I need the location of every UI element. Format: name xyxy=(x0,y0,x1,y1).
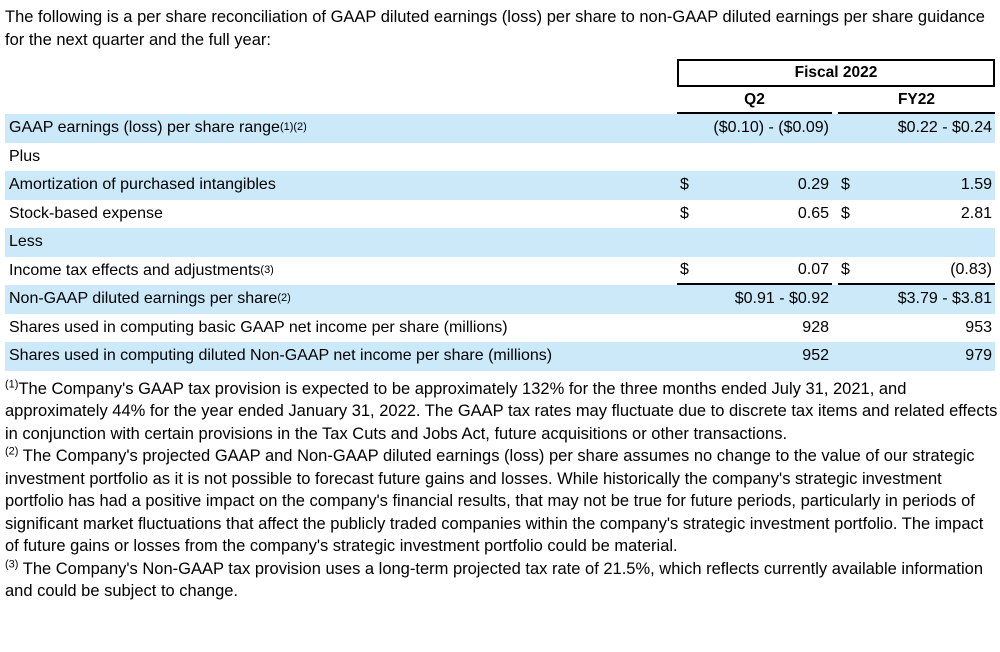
fy22-cell: $1.59 xyxy=(838,171,995,200)
q2-cell: $0.91 - $0.92 xyxy=(677,285,832,314)
footnote-1: (1)The Company's GAAP tax provision is e… xyxy=(5,378,998,446)
fy22-value: 979 xyxy=(965,347,992,365)
row-label-text: Non-GAAP diluted earnings per share xyxy=(9,290,278,308)
row-label-text: GAAP earnings (loss) per share range xyxy=(9,119,280,137)
q2-value: $0.91 - $0.92 xyxy=(734,290,829,308)
row-label: Income tax effects and adjustments (3) xyxy=(9,261,274,279)
fy22-value: $3.79 - $3.81 xyxy=(897,290,992,308)
q2-cell: $0.07 xyxy=(677,257,832,285)
q2-cell xyxy=(677,143,832,172)
reconciliation-table: Fiscal 2022 Q2 FY22 GAAP earnings (loss)… xyxy=(5,59,995,371)
q2-value: ($0.10) - ($0.09) xyxy=(713,119,829,137)
row-label: Stock-based expense xyxy=(5,200,677,229)
currency-symbol: $ xyxy=(841,260,850,278)
footnote-3: (3) The Company's Non-GAAP tax provision… xyxy=(5,558,998,603)
table-row-income-tax-effects: Income tax effects and adjustments (3) $0… xyxy=(5,257,995,285)
row-label: Less xyxy=(5,228,677,257)
document-page: The following is a per share reconciliat… xyxy=(5,8,998,603)
table-row-shares-basic-gaap: Shares used in computing basic GAAP net … xyxy=(5,314,995,343)
fy22-cell: 953 xyxy=(838,314,995,343)
column-header-q2: Q2 xyxy=(677,91,832,114)
row-label: Amortization of purchased intangibles xyxy=(5,171,677,200)
currency-symbol: $ xyxy=(841,176,850,194)
row-label-text: Amortization of purchased intangibles xyxy=(9,176,276,194)
row-label-text: Income tax effects and adjustments xyxy=(9,261,261,279)
row-label-text: Less xyxy=(9,233,43,251)
fy22-value: 2.81 xyxy=(960,204,992,222)
row-label-text: Plus xyxy=(9,147,41,165)
q2-value: 0.65 xyxy=(797,204,829,222)
footnote-text: The Company's Non-GAAP tax provision use… xyxy=(5,559,984,601)
q2-cell: ($0.10) - ($0.09) xyxy=(677,114,832,143)
fy22-cell: $0.22 - $0.24 xyxy=(838,114,995,143)
footnote-text: The Company's GAAP tax provision is expe… xyxy=(5,379,998,443)
fy22-value: (0.83) xyxy=(950,260,992,278)
column-header-fy22: FY22 xyxy=(838,91,995,114)
fy22-cell xyxy=(838,228,995,257)
fy22-cell: $ (0.83) xyxy=(838,257,995,285)
row-label: GAAP earnings (loss) per share range (1)(… xyxy=(9,119,307,137)
q2-value: 0.29 xyxy=(797,176,829,194)
table-row-shares-diluted-non-gaap: Shares used in computing diluted Non-GAA… xyxy=(5,342,995,371)
table-row-non-gaap-diluted-eps: Non-GAAP diluted earnings per share (2) $… xyxy=(5,285,995,314)
currency-symbol: $ xyxy=(841,204,850,222)
fy22-cell xyxy=(838,143,995,172)
period-header: Fiscal 2022 xyxy=(677,59,995,87)
footnote-text: The Company's projected GAAP and Non-GAA… xyxy=(5,447,984,555)
fy22-cell: $3.79 - $3.81 xyxy=(838,285,995,314)
table-row-stock-based-expense: Stock-based expense $0.65 $2.81 xyxy=(5,200,995,229)
table-row-amortization: Amortization of purchased intangibles $0… xyxy=(5,171,995,200)
footnote-2: (2) The Company's projected GAAP and Non… xyxy=(5,445,998,558)
footnote-marker: (2) xyxy=(5,445,19,458)
q2-cell: $0.65 xyxy=(677,200,832,229)
row-label: Plus xyxy=(5,143,677,172)
q2-cell: 952 xyxy=(677,342,832,371)
currency-symbol: $ xyxy=(680,204,689,222)
row-label-text: Shares used in computing basic GAAP net … xyxy=(9,318,508,336)
q2-cell xyxy=(677,228,832,257)
currency-symbol: $ xyxy=(680,176,689,194)
q2-cell: $0.29 xyxy=(677,171,832,200)
intro-paragraph: The following is a per share reconciliat… xyxy=(5,8,985,49)
footnotes-section: (1)The Company's GAAP tax provision is e… xyxy=(5,378,998,603)
footnote-marker: (3) xyxy=(5,558,19,570)
q2-value: 928 xyxy=(802,318,829,336)
footnote-marker: (1) xyxy=(5,378,19,390)
currency-symbol: $ xyxy=(680,260,689,278)
row-label: Shares used in computing basic GAAP net … xyxy=(5,314,677,343)
table-row-less: Less xyxy=(5,228,995,257)
row-label: Non-GAAP diluted earnings per share (2) xyxy=(9,290,291,308)
table-row-gaap-eps-range: GAAP earnings (loss) per share range (1)(… xyxy=(5,114,995,143)
row-label: Shares used in computing diluted Non-GAA… xyxy=(5,342,677,371)
label-column-spacer xyxy=(5,91,677,114)
q2-cell: 928 xyxy=(677,314,832,343)
q2-value: 0.07 xyxy=(797,260,829,278)
row-label-text: Shares used in computing diluted Non-GAA… xyxy=(9,347,553,365)
row-label-text: Stock-based expense xyxy=(9,204,163,222)
fy22-cell: 979 xyxy=(838,342,995,371)
fy22-cell: $2.81 xyxy=(838,200,995,229)
fy22-value: 953 xyxy=(965,318,992,336)
column-header-row: Q2 FY22 xyxy=(5,91,995,114)
q2-value: 952 xyxy=(802,347,829,365)
fy22-value: $0.22 - $0.24 xyxy=(897,119,992,137)
table-row-plus: Plus xyxy=(5,143,995,172)
fy22-value: 1.59 xyxy=(960,176,992,194)
period-header-row: Fiscal 2022 xyxy=(5,59,995,87)
